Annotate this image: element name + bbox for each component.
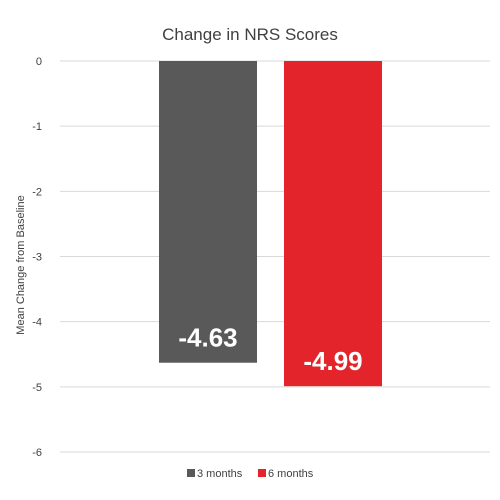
bar-2 [284,61,382,387]
bar-data-label: -4.63 [178,323,237,353]
y-tick-label: -1 [32,121,42,133]
legend-swatch [258,469,266,477]
y-tick-labels: 0 -1 -2 -3 -4 -5 -6 [32,56,42,459]
y-tick-label: -5 [32,382,42,394]
bar-1 [159,61,257,363]
bar-data-label: -4.99 [303,346,362,376]
legend-label: 6 months [268,468,314,480]
y-tick-label: 0 [36,56,42,68]
legend: 3 months 6 months [187,468,314,480]
legend-swatch [187,469,195,477]
y-axis-label: Mean Change from Baseline [15,195,27,334]
gridlines [60,60,490,453]
y-tick-label: -2 [32,186,42,198]
y-tick-label: -3 [32,252,42,264]
bars [159,61,382,387]
bar-data-labels: -4.63 -4.99 [178,323,362,376]
chart-title: Change in NRS Scores [162,25,338,44]
y-tick-label: -4 [32,317,42,329]
legend-label: 3 months [197,468,243,480]
y-tick-label: -6 [32,447,42,459]
